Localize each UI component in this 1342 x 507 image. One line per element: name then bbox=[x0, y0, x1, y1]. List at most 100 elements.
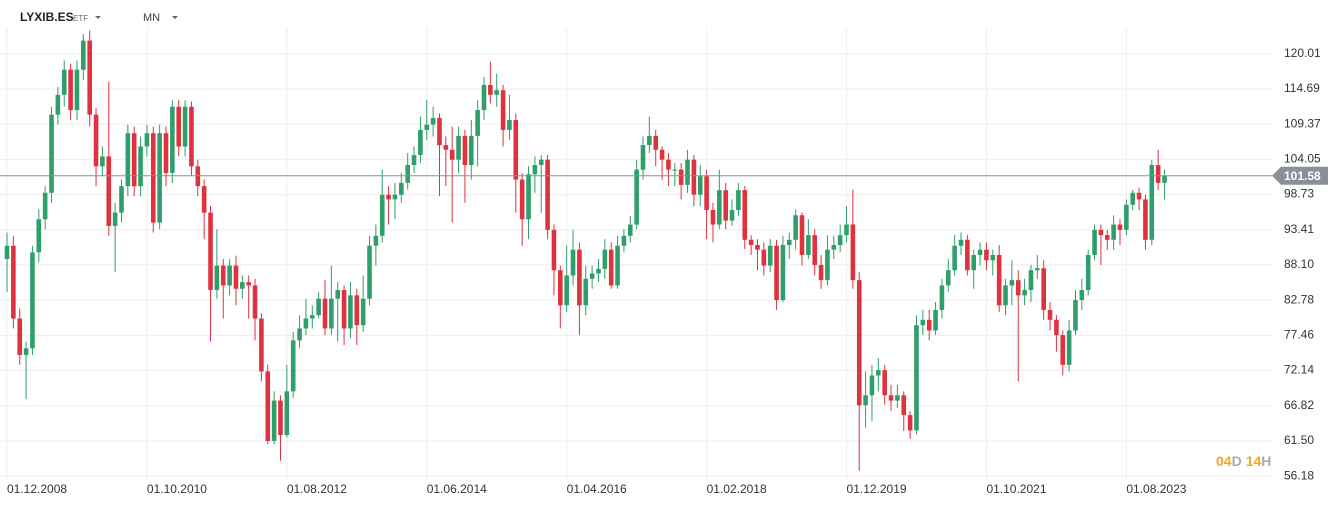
candle-body bbox=[774, 245, 779, 300]
candle-body bbox=[907, 415, 913, 431]
candle-body bbox=[373, 235, 379, 246]
candle-body bbox=[1047, 309, 1053, 320]
candle-body bbox=[494, 90, 500, 95]
y-tick-label: 82.78 bbox=[1284, 292, 1314, 306]
x-tick-label: 01.08.2012 bbox=[287, 482, 347, 496]
candle-body bbox=[23, 348, 29, 355]
candle-body bbox=[367, 245, 372, 299]
candle-body bbox=[920, 319, 926, 326]
candle-body bbox=[1124, 204, 1129, 230]
symbol-dropdown[interactable] bbox=[95, 16, 101, 19]
candle-body bbox=[723, 190, 728, 221]
candle-body bbox=[329, 298, 334, 329]
candle-body bbox=[252, 285, 258, 319]
candle-body bbox=[1022, 290, 1027, 296]
candle-body bbox=[806, 235, 811, 255]
candle-body bbox=[837, 235, 843, 246]
countdown: 04D 14H bbox=[1216, 453, 1271, 469]
candle-body bbox=[176, 106, 182, 147]
candle-body bbox=[1015, 280, 1021, 296]
candle-body bbox=[55, 94, 61, 115]
candle-body bbox=[1054, 319, 1059, 336]
countdown-days: 04 bbox=[1216, 453, 1232, 469]
candle-body bbox=[939, 285, 945, 310]
candle-body bbox=[666, 159, 671, 170]
candle-body bbox=[1098, 229, 1104, 236]
candle-body bbox=[81, 40, 86, 70]
candle-body bbox=[430, 118, 436, 125]
candles bbox=[4, 30, 1167, 471]
interval-dropdown[interactable] bbox=[172, 16, 178, 19]
candle-body bbox=[163, 133, 169, 173]
candle-body bbox=[799, 215, 805, 255]
candle-body bbox=[672, 169, 678, 171]
candle-body bbox=[634, 169, 639, 225]
candle-body bbox=[93, 114, 99, 167]
candle-body bbox=[290, 340, 296, 392]
candle-body bbox=[1085, 254, 1091, 291]
candle-body bbox=[335, 290, 341, 299]
candle-body bbox=[882, 370, 887, 396]
x-tick-label: 01.12.2008 bbox=[7, 482, 67, 496]
candle-body bbox=[990, 254, 996, 261]
candle-body bbox=[1009, 280, 1015, 286]
candle-body bbox=[1066, 330, 1072, 365]
candle-body bbox=[755, 245, 760, 250]
candle-body bbox=[780, 245, 786, 300]
x-tick-label: 01.08.2023 bbox=[1126, 482, 1186, 496]
symbol[interactable]: LYXIB.ES bbox=[20, 10, 74, 24]
candle-body bbox=[704, 176, 709, 210]
candle-body bbox=[589, 273, 595, 279]
candle-body bbox=[379, 194, 385, 236]
candle-body bbox=[863, 395, 868, 406]
candle-body bbox=[647, 135, 652, 146]
candle-body bbox=[4, 245, 10, 259]
candle-body bbox=[462, 135, 468, 165]
candle-body bbox=[36, 219, 42, 253]
candle-body bbox=[786, 239, 792, 246]
candle-body bbox=[100, 156, 105, 167]
candle-body bbox=[507, 119, 512, 130]
candle-body bbox=[246, 282, 251, 286]
candle-body bbox=[996, 254, 1002, 306]
candle-body bbox=[1073, 299, 1078, 331]
countdown-day-unit: D bbox=[1232, 453, 1242, 469]
candle-body bbox=[678, 169, 684, 185]
candle-body bbox=[558, 270, 563, 306]
candle-body bbox=[621, 235, 627, 246]
candle-body bbox=[112, 212, 118, 226]
candle-body bbox=[856, 280, 862, 406]
candle-body bbox=[284, 391, 290, 435]
candle-body bbox=[748, 239, 754, 246]
axes: 56.18 61.50 66.82 72.14 77.46 82.78 88.10 93.41… bbox=[0, 46, 1328, 496]
candle-body bbox=[1079, 290, 1085, 300]
candle-body bbox=[596, 268, 601, 274]
candle-body bbox=[767, 245, 773, 266]
candle-body bbox=[1060, 335, 1066, 365]
candle-body bbox=[74, 69, 80, 111]
candle-body bbox=[233, 265, 239, 289]
countdown-hour-unit: H bbox=[1261, 453, 1271, 469]
candle-body bbox=[977, 249, 983, 255]
candle-body bbox=[513, 119, 519, 180]
x-tick-label: 01.12.2019 bbox=[847, 482, 907, 496]
candle-body bbox=[11, 245, 16, 319]
candle-body bbox=[411, 155, 417, 165]
candle-body bbox=[1117, 224, 1123, 230]
candle-body bbox=[418, 129, 423, 156]
interval[interactable]: MN bbox=[143, 12, 160, 24]
candle-body bbox=[685, 159, 690, 185]
candle-body bbox=[627, 224, 633, 236]
candle-body bbox=[577, 249, 582, 306]
candle-body bbox=[392, 194, 398, 200]
candle-body bbox=[933, 309, 938, 331]
y-tick-label: 61.50 bbox=[1284, 433, 1314, 447]
candle-body bbox=[265, 371, 271, 441]
candle-body bbox=[761, 249, 767, 266]
candle-body bbox=[1149, 164, 1155, 240]
candle-body bbox=[399, 182, 404, 195]
candle-body bbox=[691, 159, 697, 195]
candle-body bbox=[545, 159, 550, 230]
candle-body bbox=[717, 190, 722, 225]
